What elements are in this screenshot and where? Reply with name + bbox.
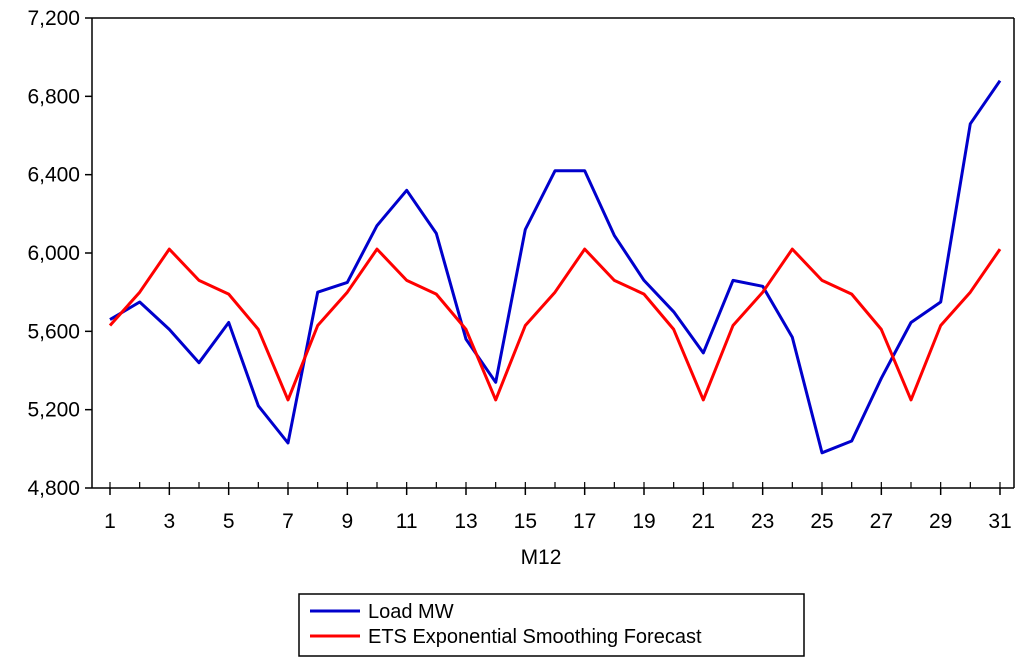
x-tick-label: 7 <box>282 510 294 533</box>
x-tick-label: 9 <box>341 510 353 533</box>
x-tick-label: 13 <box>454 510 477 533</box>
plot-frame <box>91 17 1015 489</box>
y-tick-label: 6,800 <box>27 85 80 108</box>
x-tick-label: 23 <box>751 510 774 533</box>
x-ticks: 1 3 5 7 9 11 13 15 17 19 21 23 25 27 29 31 <box>104 482 1012 533</box>
y-tick-label: 4,800 <box>27 477 80 500</box>
y-tick-label: 6,000 <box>27 242 80 265</box>
series-line-ets-forecast <box>108 247 1002 402</box>
series-line-load-mw <box>109 79 1002 455</box>
x-tick-label: 15 <box>514 510 537 533</box>
x-tick-label: 5 <box>223 510 235 533</box>
x-tick-label: 27 <box>870 510 893 533</box>
legend-label-ets-forecast: ETS Exponential Smoothing Forecast <box>368 626 702 648</box>
legend-label-load-mw: Load MW <box>368 601 454 623</box>
x-tick-label: 1 <box>104 510 116 533</box>
x-axis-title: M12 <box>521 546 562 569</box>
x-tick-label: 3 <box>163 510 175 533</box>
x-tick-label: 19 <box>632 510 655 533</box>
x-tick-label: 21 <box>692 510 715 533</box>
x-tick-label: 17 <box>573 510 596 533</box>
y-tick-label: 5,600 <box>27 320 80 343</box>
series-layer <box>108 79 1002 455</box>
y-ticks: 4,800 5,200 5,600 6,000 6,400 6,800 7,200 <box>27 7 92 500</box>
y-tick-label: 7,200 <box>27 7 80 30</box>
y-tick-label: 6,400 <box>27 164 80 187</box>
x-tick-label: 29 <box>929 510 952 533</box>
legend-box <box>298 593 805 657</box>
y-tick-label: 5,200 <box>27 399 80 422</box>
x-tick-label: 25 <box>810 510 833 533</box>
legend: Load MW ETS Exponential Smoothing Foreca… <box>298 593 805 657</box>
x-tick-label: 31 <box>988 510 1011 533</box>
x-tick-label: 11 <box>396 510 418 533</box>
